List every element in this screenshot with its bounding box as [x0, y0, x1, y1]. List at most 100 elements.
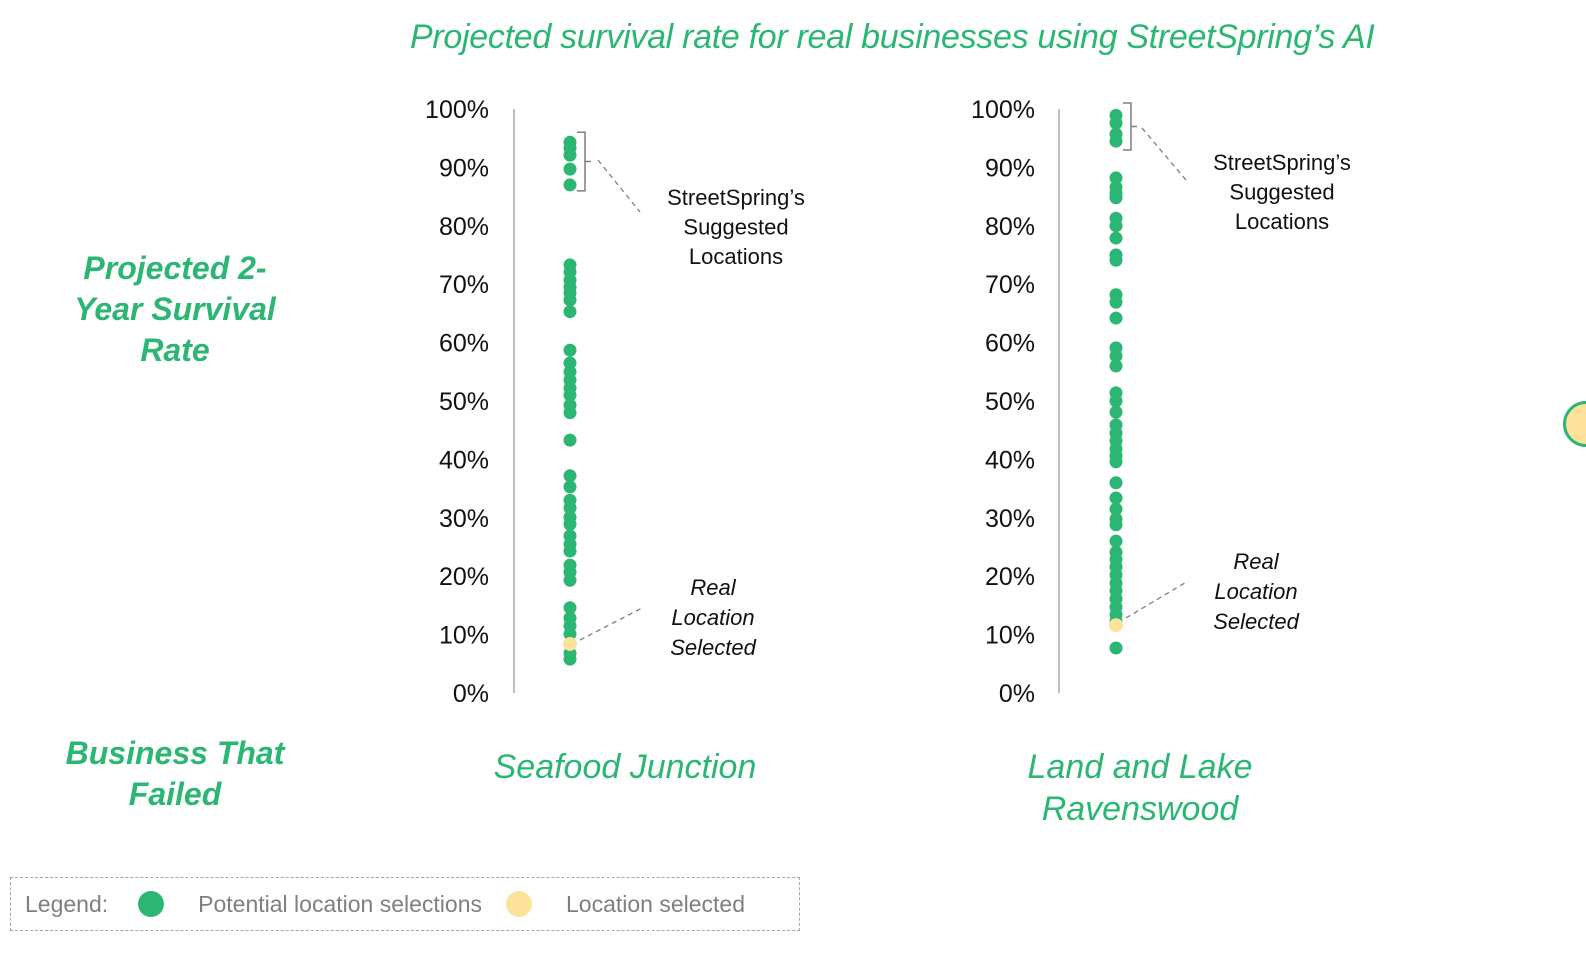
real-annotation: Real: [1233, 549, 1279, 574]
potential-location-dot: [563, 293, 577, 307]
potential-location-dot: [563, 501, 577, 515]
y-tick-label: 80%: [439, 213, 489, 241]
potential-location-dot: [1109, 231, 1123, 245]
potential-location-dot: [1109, 518, 1123, 532]
y-tick-label: 40%: [439, 446, 489, 474]
potential-location-dot: [1109, 455, 1123, 469]
potential-location-dot: [563, 388, 577, 402]
potential-location-dot: [563, 469, 577, 483]
potential-location-dot: [1109, 394, 1123, 408]
potential-location-dot: [1109, 295, 1123, 309]
potential-location-dot: [563, 305, 577, 319]
chart-seafood-junction: 0% 10% 20% 30% 40% 50% 60% 70% 80% 90% 100% StreetS…: [425, 96, 805, 708]
real-annotation: Selected: [1213, 609, 1299, 634]
chart-land-and-lake-ravenswood: 0% 10% 20% 30% 40% 50% 60% 70% 80% 90% 100% StreetS…: [971, 96, 1351, 708]
suggested-annotation: StreetSpring’s: [667, 185, 805, 210]
legend-item-selected: Location selected: [565, 890, 745, 917]
y-tick-label: 40%: [985, 446, 1035, 474]
potential-location-dot: [1109, 641, 1123, 655]
potential-location-dot: [1109, 311, 1123, 325]
y-axis-label: Projected 2- Year Survival Rate: [20, 248, 330, 371]
y-tick-label: 100%: [425, 96, 489, 124]
legend-item-potential: Potential location selections: [198, 890, 482, 917]
y-tick-label: 90%: [985, 154, 1035, 182]
potential-location-dot: [563, 162, 577, 176]
potential-location-dot: [1109, 116, 1123, 130]
potential-location-dot: [563, 573, 577, 587]
y-tick-label: 10%: [985, 622, 1035, 650]
y-tick-label: 90%: [439, 154, 489, 182]
suggested-bracket: [1123, 102, 1137, 151]
selected-location-dot: [563, 636, 577, 651]
chart-title: Projected survival rate for real busines…: [410, 18, 1375, 56]
potential-location-dot: [1109, 253, 1123, 267]
potential-location-dot: [1109, 476, 1123, 490]
potential-location-dot: [1109, 191, 1123, 205]
y-tick-label: 30%: [985, 505, 1035, 533]
y-tick-label: 50%: [985, 388, 1035, 416]
y-tick-label: 20%: [985, 563, 1035, 591]
y-tick-label: 50%: [439, 388, 489, 416]
real-annotation: Real: [690, 575, 736, 600]
y-axis-label-line: Year Survival: [74, 291, 276, 327]
potential-location-dot: [563, 517, 577, 531]
suggested-leader-line: [1141, 127, 1187, 181]
potential-location-dot: [563, 480, 577, 494]
real-annotation: Selected: [670, 635, 756, 660]
suggested-annotation: StreetSpring’s: [1213, 150, 1351, 175]
potential-location-dot: [1109, 349, 1123, 363]
y-tick-label: 10%: [439, 622, 489, 650]
real-annotation: Location: [671, 605, 754, 630]
real-leader-line: [1125, 580, 1189, 619]
x-axis-label-line: Failed: [128, 776, 222, 812]
y-tick-label: 0%: [999, 680, 1035, 708]
y-tick-label: 60%: [985, 330, 1035, 358]
legend-green-dot-icon: [138, 891, 165, 917]
potential-location-dot: [563, 627, 577, 641]
potential-location-dot: [563, 178, 577, 192]
potential-location-dot: [563, 433, 577, 447]
business-name-line: Ravenswood: [1041, 790, 1239, 828]
y-tick-label: 70%: [439, 271, 489, 299]
potential-location-dot: [563, 343, 577, 357]
y-tick-label: 60%: [439, 330, 489, 358]
potential-location-dot: [563, 406, 577, 420]
potential-location-dot: [1109, 171, 1123, 185]
potential-location-dot: [563, 601, 577, 615]
potential-location-dot: [563, 544, 577, 558]
suggested-leader-line: [597, 159, 641, 213]
potential-location-dot: [563, 652, 577, 666]
potential-location-dot: [1109, 359, 1123, 373]
potential-location-dot: [1109, 134, 1123, 148]
y-tick-label: 0%: [453, 680, 489, 708]
x-axis-label-line: Business That: [65, 735, 285, 771]
suggested-annotation: Locations: [1235, 209, 1329, 234]
potential-location-dot: [563, 148, 577, 162]
y-tick-label: 80%: [985, 213, 1035, 241]
suggested-annotation: Suggested: [1229, 180, 1334, 205]
legend-yellow-dot-icon: [505, 891, 532, 917]
business-name-land-and-lake: Land and Lake Ravenswood: [980, 746, 1300, 830]
potential-location-dot: [1109, 405, 1123, 419]
y-tick-label: 100%: [971, 96, 1035, 124]
real-annotation: Location: [1214, 579, 1297, 604]
potential-location-dot: [1109, 502, 1123, 516]
business-name-line: Land and Lake: [1027, 748, 1253, 786]
selected-location-dot: [1109, 618, 1123, 633]
y-axis-label-line: Rate: [140, 332, 210, 368]
business-name-seafood-junction: Seafood Junction: [460, 746, 790, 788]
potential-location-dot: [1109, 219, 1123, 233]
potential-location-dot: [1109, 491, 1123, 505]
x-axis-label: Business That Failed: [20, 733, 330, 815]
y-tick-label: 30%: [439, 505, 489, 533]
y-tick-label: 20%: [439, 563, 489, 591]
y-tick-label: 70%: [985, 271, 1035, 299]
potential-location-dot: [1109, 534, 1123, 548]
real-leader-line: [579, 606, 645, 641]
suggested-bracket: [577, 131, 591, 192]
suggested-annotation: Locations: [689, 244, 783, 269]
legend: Legend: Potential location selections Lo…: [10, 877, 800, 931]
business-name-text: Seafood Junction: [493, 748, 757, 786]
legend-prefix: Legend:: [25, 890, 109, 917]
